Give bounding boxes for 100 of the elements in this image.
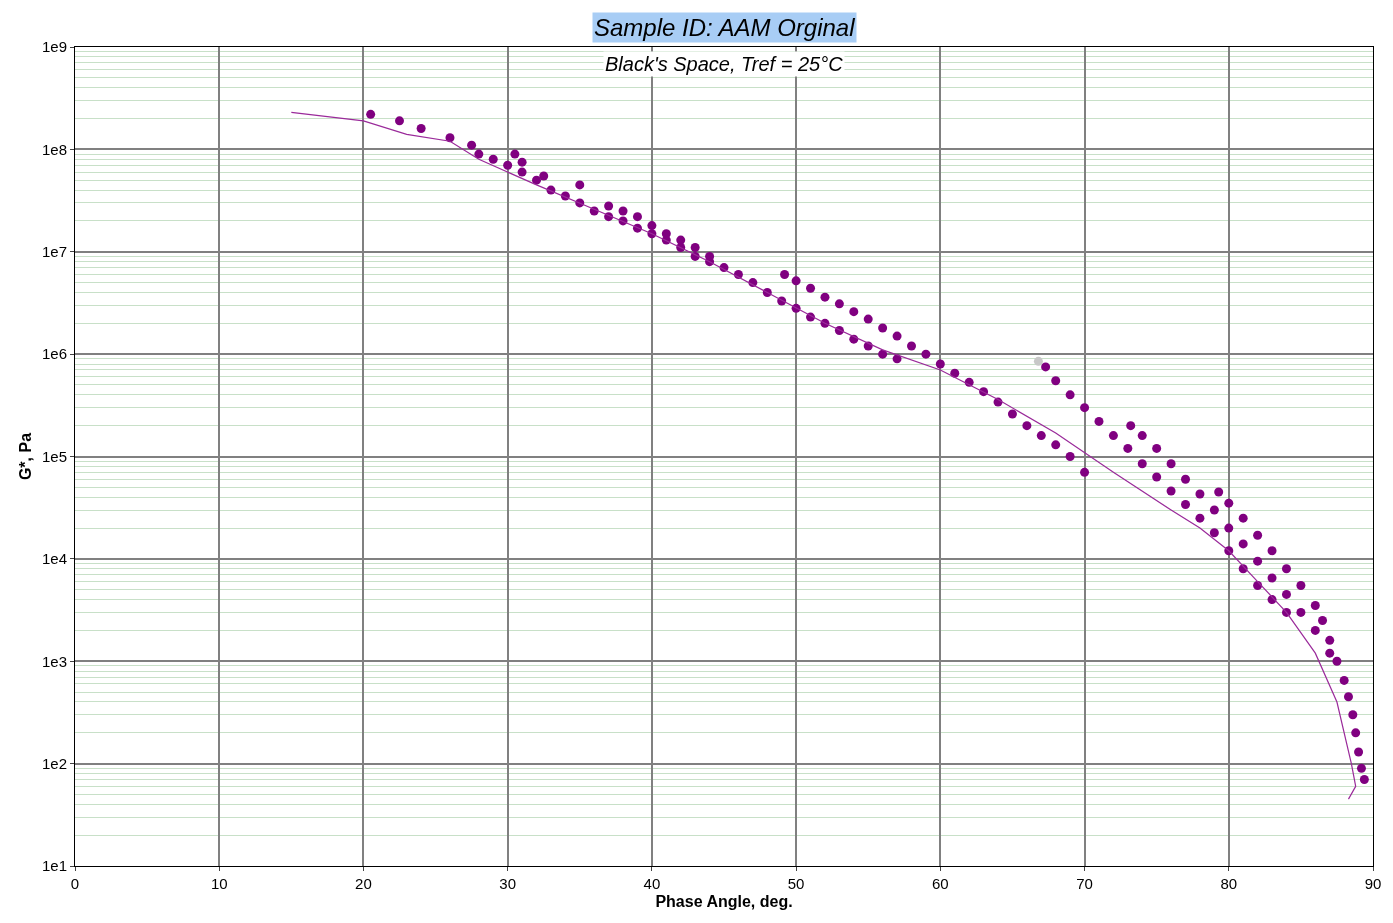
point bbox=[1108, 431, 1118, 441]
point bbox=[647, 221, 657, 231]
x-tick-label: 0 bbox=[70, 875, 80, 892]
point bbox=[510, 149, 520, 159]
y-tick-label: 1e8 bbox=[41, 140, 67, 158]
point bbox=[1359, 774, 1369, 784]
point bbox=[1281, 564, 1291, 574]
point bbox=[1065, 452, 1075, 461]
point bbox=[1253, 556, 1263, 566]
point bbox=[474, 149, 484, 159]
point bbox=[618, 206, 628, 216]
point bbox=[1238, 513, 1248, 523]
point bbox=[1007, 409, 1017, 419]
x-tick-label: 40 bbox=[643, 875, 661, 892]
x-tick-label: 80 bbox=[1220, 875, 1238, 892]
point bbox=[1339, 675, 1349, 685]
point bbox=[1238, 539, 1248, 549]
point bbox=[1137, 431, 1147, 441]
y-tick-label: 1e2 bbox=[41, 754, 67, 772]
point bbox=[1166, 459, 1176, 469]
point bbox=[1195, 513, 1205, 523]
x-axis-title: Phase Angle, deg. bbox=[655, 892, 793, 910]
point bbox=[791, 276, 801, 286]
point bbox=[1318, 616, 1328, 626]
y-tick-label: 1e5 bbox=[41, 447, 67, 465]
x-tick-label: 20 bbox=[355, 875, 372, 892]
y-tick-label: 1e1 bbox=[41, 857, 67, 875]
point bbox=[806, 283, 816, 293]
point bbox=[1051, 440, 1061, 450]
point bbox=[1181, 499, 1191, 509]
point bbox=[1051, 376, 1061, 386]
point bbox=[849, 307, 859, 317]
point bbox=[878, 323, 888, 333]
point bbox=[1152, 472, 1162, 482]
y-tick-label: 1e6 bbox=[41, 345, 67, 363]
point bbox=[1332, 656, 1342, 666]
point bbox=[632, 212, 642, 222]
point bbox=[1354, 747, 1364, 757]
point bbox=[1325, 635, 1335, 645]
point bbox=[1137, 459, 1147, 469]
point bbox=[1224, 498, 1234, 508]
point bbox=[1152, 443, 1162, 453]
point bbox=[1166, 486, 1176, 496]
point bbox=[1310, 601, 1320, 611]
point bbox=[1348, 710, 1358, 720]
point bbox=[1080, 467, 1090, 477]
point bbox=[921, 349, 931, 359]
point bbox=[834, 299, 844, 309]
point bbox=[1224, 523, 1234, 533]
point bbox=[1351, 728, 1361, 738]
x-tick-label: 60 bbox=[931, 875, 949, 892]
x-tick-label: 10 bbox=[210, 875, 228, 892]
point bbox=[935, 359, 945, 369]
point bbox=[863, 314, 873, 324]
point bbox=[780, 269, 790, 279]
point bbox=[416, 123, 426, 133]
point bbox=[1296, 580, 1306, 590]
line-series bbox=[290, 111, 1357, 800]
point bbox=[503, 160, 513, 170]
point bbox=[467, 140, 477, 150]
point bbox=[1022, 421, 1032, 431]
y-tick-label: 1e4 bbox=[41, 550, 67, 568]
point bbox=[1080, 403, 1090, 413]
point bbox=[1281, 589, 1291, 599]
point bbox=[1296, 607, 1306, 617]
x-tick-label: 30 bbox=[499, 875, 517, 892]
x-tick-label: 70 bbox=[1076, 875, 1093, 892]
point bbox=[604, 201, 614, 211]
point bbox=[1343, 692, 1353, 702]
y-tick-label: 1e7 bbox=[41, 243, 67, 260]
y-axis-title: G*, Pa bbox=[16, 432, 34, 481]
point bbox=[517, 167, 527, 177]
point bbox=[820, 292, 830, 302]
point bbox=[539, 171, 549, 181]
chart-subtitle: Black's Space, Tref = 25°C bbox=[605, 53, 844, 75]
point bbox=[366, 109, 376, 119]
point bbox=[906, 341, 916, 351]
point bbox=[395, 116, 404, 126]
point bbox=[1036, 431, 1046, 441]
point bbox=[1123, 443, 1133, 453]
point bbox=[1267, 546, 1277, 556]
y-tick-label: 1e9 bbox=[41, 38, 67, 56]
point bbox=[892, 331, 902, 341]
point bbox=[488, 154, 498, 164]
point bbox=[1356, 763, 1366, 773]
point bbox=[1325, 648, 1335, 658]
point bbox=[1181, 474, 1191, 484]
point bbox=[517, 157, 527, 167]
x-tick-label: 90 bbox=[1364, 875, 1382, 892]
point bbox=[1033, 356, 1043, 366]
point bbox=[878, 349, 888, 359]
chart-title: Sample ID: AAM Orginal bbox=[594, 14, 856, 41]
point bbox=[575, 180, 585, 190]
point bbox=[1041, 362, 1051, 372]
point bbox=[1094, 416, 1104, 426]
point bbox=[1310, 625, 1320, 635]
point bbox=[1214, 487, 1224, 497]
point bbox=[1065, 390, 1075, 400]
point bbox=[1126, 421, 1136, 431]
y-tick-label: 1e3 bbox=[41, 652, 67, 670]
